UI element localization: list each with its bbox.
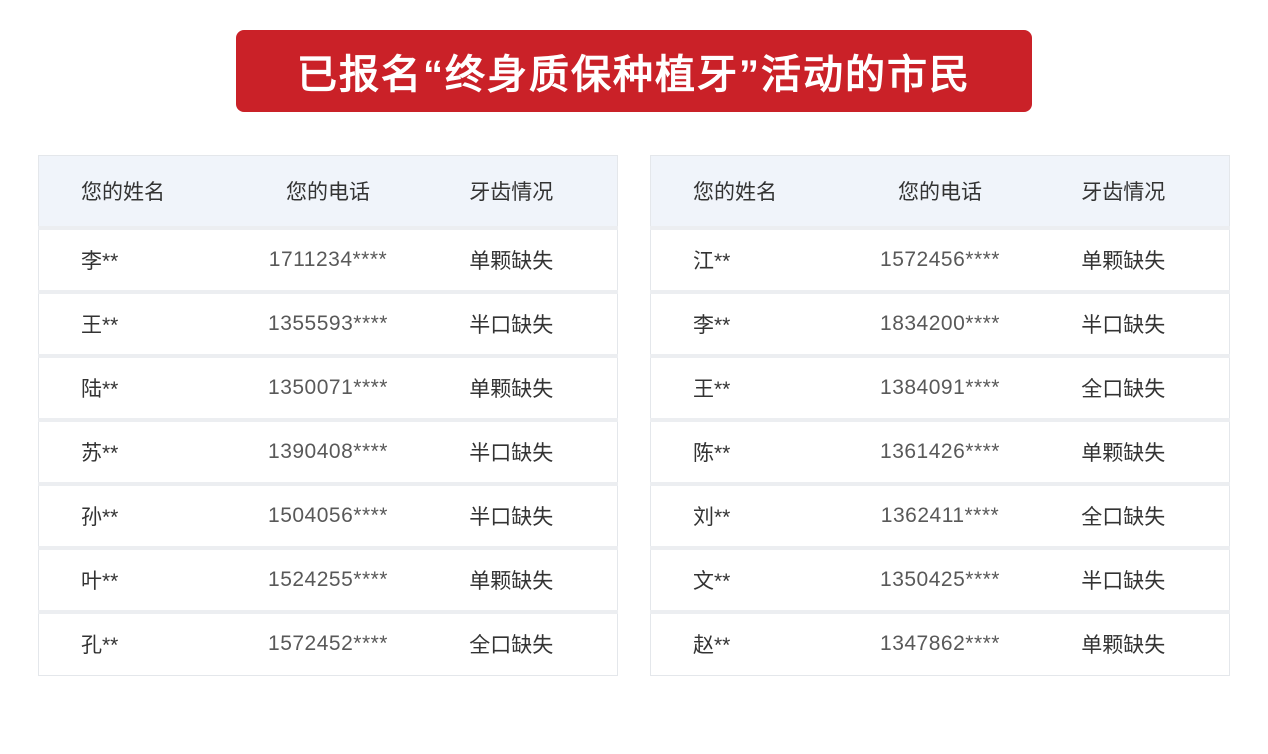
phone-cell: 1572456**** [843, 225, 1037, 292]
name-cell: 李** [650, 289, 844, 356]
table-row: 刘** 1362411**** 全口缺失 [650, 481, 1230, 548]
phone-cell: 1361426**** [843, 417, 1037, 484]
phone-cell: 1711234**** [231, 225, 425, 292]
table-row: 王** 1384091**** 全口缺失 [650, 353, 1230, 420]
name-cell: 刘** [650, 481, 844, 548]
teeth-condition-cell: 全口缺失 [424, 609, 618, 676]
table-row: 文** 1350425**** 半口缺失 [650, 545, 1230, 612]
table-header-row: 您的姓名 您的电话 牙齿情况 [650, 155, 1230, 228]
table-row: 叶** 1524255**** 单颗缺失 [38, 545, 618, 612]
table-row: 苏** 1390408**** 半口缺失 [38, 417, 618, 484]
name-cell: 王** [650, 353, 844, 420]
teeth-condition-cell: 单颗缺失 [424, 353, 618, 420]
registrants-table-left: 您的姓名 您的电话 牙齿情况 李** 1711234**** 单颗缺失 王** 1355593… [38, 155, 618, 676]
table-row: 陆** 1350071**** 单颗缺失 [38, 353, 618, 420]
table-row: 陈** 1361426**** 单颗缺失 [650, 417, 1230, 484]
teeth-condition-cell: 单颗缺失 [1036, 225, 1230, 292]
tables-container: 您的姓名 您的电话 牙齿情况 李** 1711234**** 单颗缺失 王** 1355593… [0, 155, 1268, 676]
name-cell: 江** [650, 225, 844, 292]
table-row: 江** 1572456**** 单颗缺失 [650, 225, 1230, 292]
phone-cell: 1355593**** [231, 289, 425, 356]
page-title: 已报名“终身质保种植牙”活动的市民 [297, 53, 971, 97]
table-row: 赵** 1347862**** 单颗缺失 [650, 609, 1230, 676]
teeth-condition-cell: 半口缺失 [1036, 289, 1230, 356]
table-row: 李** 1834200**** 半口缺失 [650, 289, 1230, 356]
registrants-table-right: 您的姓名 您的电话 牙齿情况 江** 1572456**** 单颗缺失 李** 1834200… [650, 155, 1230, 676]
phone-cell: 1384091**** [843, 353, 1037, 420]
column-header-teeth-condition: 牙齿情况 [1036, 155, 1230, 228]
phone-cell: 1504056**** [231, 481, 425, 548]
teeth-condition-cell: 单颗缺失 [424, 225, 618, 292]
teeth-condition-cell: 全口缺失 [1036, 353, 1230, 420]
column-header-name: 您的姓名 [650, 155, 844, 228]
teeth-condition-cell: 半口缺失 [1036, 545, 1230, 612]
teeth-condition-cell: 全口缺失 [1036, 481, 1230, 548]
teeth-condition-cell: 半口缺失 [424, 417, 618, 484]
table-row: 孙** 1504056**** 半口缺失 [38, 481, 618, 548]
column-header-phone: 您的电话 [843, 155, 1037, 228]
column-header-teeth-condition: 牙齿情况 [424, 155, 618, 228]
name-cell: 孙** [38, 481, 232, 548]
table-row: 李** 1711234**** 单颗缺失 [38, 225, 618, 292]
name-cell: 陆** [38, 353, 232, 420]
table-row: 孔** 1572452**** 全口缺失 [38, 609, 618, 676]
teeth-condition-cell: 单颗缺失 [1036, 417, 1230, 484]
name-cell: 孔** [38, 609, 232, 676]
table-header-row: 您的姓名 您的电话 牙齿情况 [38, 155, 618, 228]
teeth-condition-cell: 单颗缺失 [424, 545, 618, 612]
phone-cell: 1390408**** [231, 417, 425, 484]
name-cell: 李** [38, 225, 232, 292]
phone-cell: 1524255**** [231, 545, 425, 612]
name-cell: 文** [650, 545, 844, 612]
phone-cell: 1350071**** [231, 353, 425, 420]
phone-cell: 1834200**** [843, 289, 1037, 356]
name-cell: 王** [38, 289, 232, 356]
name-cell: 赵** [650, 609, 844, 676]
teeth-condition-cell: 单颗缺失 [1036, 609, 1230, 676]
phone-cell: 1572452**** [231, 609, 425, 676]
phone-cell: 1347862**** [843, 609, 1037, 676]
column-header-name: 您的姓名 [38, 155, 232, 228]
name-cell: 陈** [650, 417, 844, 484]
teeth-condition-cell: 半口缺失 [424, 289, 618, 356]
teeth-condition-cell: 半口缺失 [424, 481, 618, 548]
table-row: 王** 1355593**** 半口缺失 [38, 289, 618, 356]
phone-cell: 1350425**** [843, 545, 1037, 612]
name-cell: 苏** [38, 417, 232, 484]
column-header-phone: 您的电话 [231, 155, 425, 228]
page-title-banner: 已报名“终身质保种植牙”活动的市民 [236, 30, 1032, 112]
name-cell: 叶** [38, 545, 232, 612]
phone-cell: 1362411**** [843, 481, 1037, 548]
